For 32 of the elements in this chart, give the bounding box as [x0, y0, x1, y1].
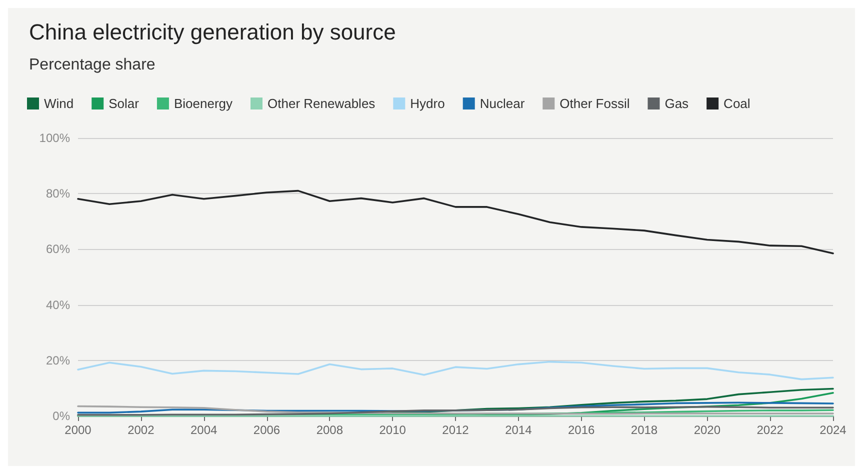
legend-label: Hydro: [410, 96, 445, 111]
x-tick-label: 2014: [505, 423, 532, 437]
line-series: [77, 360, 834, 380]
y-tick-label: 40%: [46, 298, 70, 312]
x-tick-label: 2004: [190, 423, 218, 437]
x-tick-label: 2022: [756, 423, 784, 437]
legend-label: Other Fossil: [560, 96, 630, 111]
legend-label: Bioenergy: [174, 96, 234, 111]
line-series: [77, 190, 834, 254]
x-tick-label: 2020: [694, 423, 721, 437]
legend-label: Gas: [664, 96, 690, 111]
legend-label: Coal: [724, 96, 750, 111]
x-tick-label: 2002: [128, 423, 155, 437]
legend-label: Solar: [108, 96, 140, 111]
x-tick-label: 2010: [379, 423, 406, 437]
y-tick-label: 20%: [46, 353, 70, 368]
y-tick-label: 60%: [46, 242, 70, 256]
y-tick-label: 80%: [46, 186, 70, 201]
y-tick-label: 100%: [39, 131, 70, 145]
chart-subtitle: Percentage share: [29, 56, 156, 74]
y-tick-label: 0%: [52, 409, 70, 423]
x-tick-label: 2016: [568, 423, 596, 437]
x-tick-label: 2006: [253, 423, 280, 437]
x-tick-label: 2000: [64, 423, 92, 437]
x-tick-label: 2012: [442, 423, 470, 437]
legend-label: Other Renewables: [268, 96, 376, 111]
legend-label: Nuclear: [480, 96, 526, 111]
x-tick-label: 2018: [630, 423, 658, 437]
chart-title: China electricity generation by source: [29, 20, 396, 44]
x-tick-label: 2008: [316, 423, 344, 437]
x-tick-label: 2024: [820, 423, 847, 437]
legend-label: Wind: [44, 96, 74, 111]
